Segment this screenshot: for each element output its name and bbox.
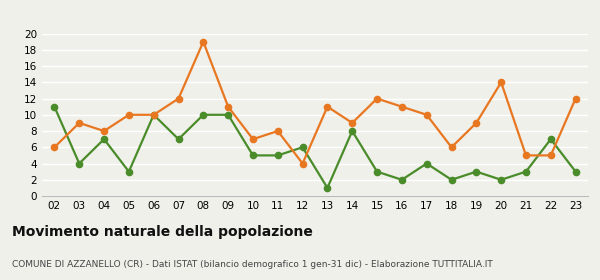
- Decessi: [76, 121, 83, 125]
- Nascite: [398, 178, 406, 181]
- Nascite: [224, 113, 232, 116]
- Decessi: [125, 113, 133, 116]
- Text: COMUNE DI AZZANELLO (CR) - Dati ISTAT (bilancio demografico 1 gen-31 dic) - Elab: COMUNE DI AZZANELLO (CR) - Dati ISTAT (b…: [12, 260, 493, 269]
- Line: Decessi: Decessi: [51, 39, 579, 167]
- Decessi: [200, 40, 207, 43]
- Decessi: [175, 97, 182, 100]
- Decessi: [150, 113, 157, 116]
- Decessi: [398, 105, 406, 108]
- Nascite: [324, 186, 331, 190]
- Decessi: [349, 121, 356, 125]
- Decessi: [324, 105, 331, 108]
- Nascite: [200, 113, 207, 116]
- Nascite: [100, 137, 107, 141]
- Decessi: [224, 105, 232, 108]
- Nascite: [473, 170, 480, 173]
- Nascite: [423, 162, 430, 165]
- Decessi: [473, 121, 480, 125]
- Line: Nascite: Nascite: [51, 104, 579, 191]
- Nascite: [51, 105, 58, 108]
- Decessi: [448, 146, 455, 149]
- Decessi: [423, 113, 430, 116]
- Nascite: [523, 170, 530, 173]
- Nascite: [76, 162, 83, 165]
- Nascite: [150, 113, 157, 116]
- Decessi: [373, 97, 380, 100]
- Nascite: [373, 170, 380, 173]
- Decessi: [100, 129, 107, 133]
- Decessi: [274, 129, 281, 133]
- Nascite: [125, 170, 133, 173]
- Nascite: [547, 137, 554, 141]
- Text: Movimento naturale della popolazione: Movimento naturale della popolazione: [12, 225, 313, 239]
- Nascite: [250, 154, 257, 157]
- Decessi: [299, 162, 306, 165]
- Nascite: [572, 170, 579, 173]
- Decessi: [497, 81, 505, 84]
- Decessi: [547, 154, 554, 157]
- Decessi: [572, 97, 579, 100]
- Nascite: [299, 146, 306, 149]
- Decessi: [51, 146, 58, 149]
- Decessi: [523, 154, 530, 157]
- Nascite: [349, 129, 356, 133]
- Nascite: [274, 154, 281, 157]
- Nascite: [497, 178, 505, 181]
- Nascite: [448, 178, 455, 181]
- Nascite: [175, 137, 182, 141]
- Decessi: [250, 137, 257, 141]
